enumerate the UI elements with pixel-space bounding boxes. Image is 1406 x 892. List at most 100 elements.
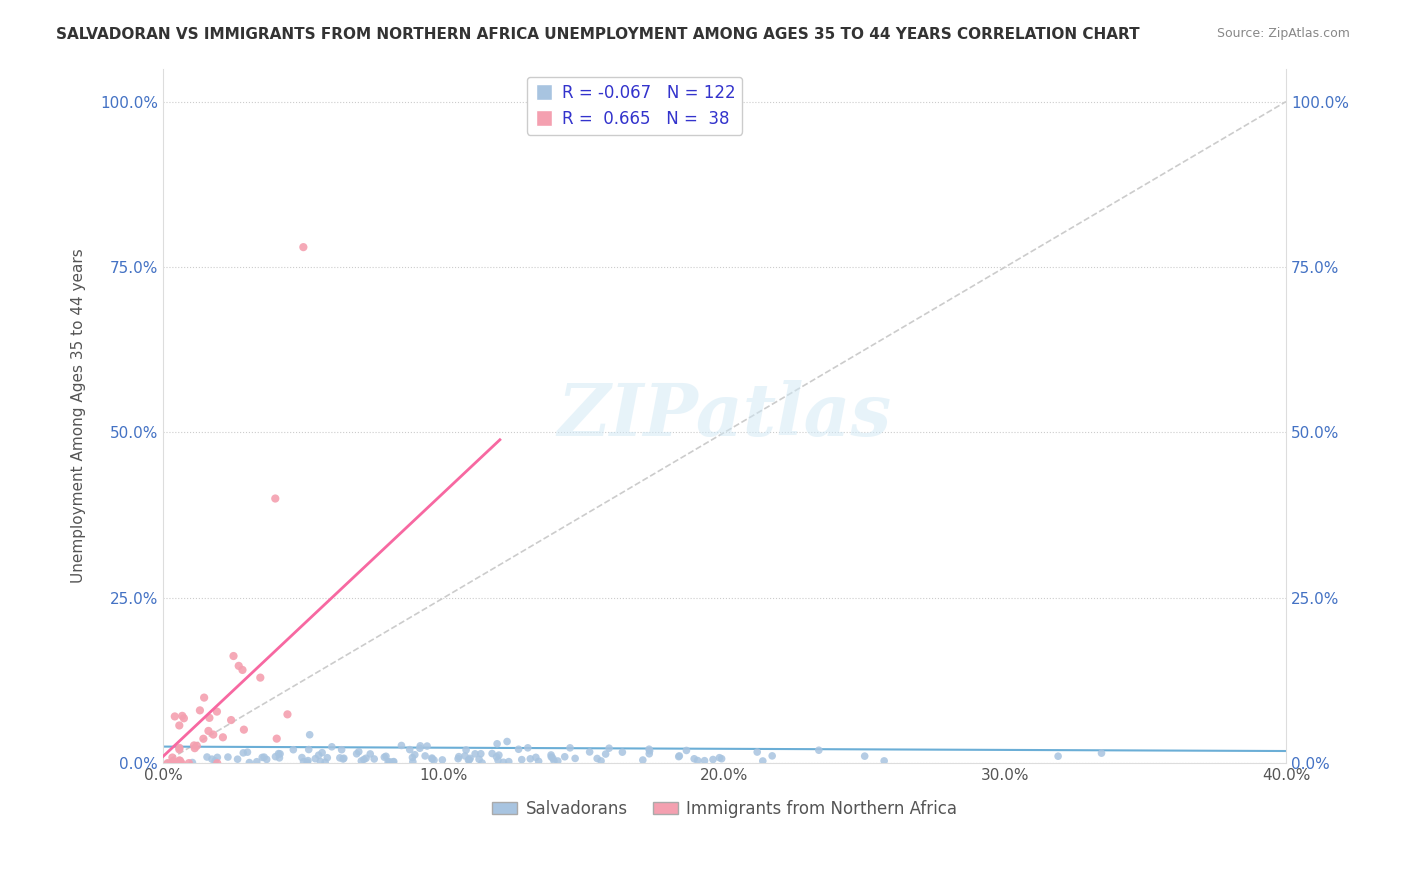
Salvadorans: [238, 756, 260, 770]
Salvadorans: [330, 743, 353, 757]
Salvadorans: [304, 752, 326, 766]
Salvadorans: [298, 742, 321, 756]
Salvadorans: [409, 739, 432, 753]
Salvadorans: [702, 752, 724, 766]
Immigrants from Northern Africa: [183, 739, 205, 753]
Immigrants from Northern Africa: [198, 711, 221, 725]
Salvadorans: [354, 751, 377, 765]
Salvadorans: [298, 728, 321, 742]
Immigrants from Northern Africa: [276, 707, 298, 722]
Legend: Salvadorans, Immigrants from Northern Africa: Salvadorans, Immigrants from Northern Af…: [485, 793, 963, 824]
Immigrants from Northern Africa: [292, 240, 315, 254]
Salvadorans: [420, 751, 443, 765]
Salvadorans: [485, 749, 508, 764]
Salvadorans: [321, 739, 343, 754]
Salvadorans: [498, 755, 520, 769]
Immigrants from Northern Africa: [169, 740, 191, 755]
Salvadorans: [353, 752, 375, 766]
Salvadorans: [447, 752, 470, 766]
Salvadorans: [347, 745, 370, 759]
Salvadorans: [283, 742, 305, 756]
Salvadorans: [292, 755, 315, 769]
Immigrants from Northern Africa: [232, 723, 254, 737]
Salvadorans: [377, 755, 399, 769]
Salvadorans: [524, 750, 547, 764]
Salvadorans: [492, 756, 515, 770]
Salvadorans: [382, 755, 405, 769]
Immigrants from Northern Africa: [177, 756, 200, 771]
Salvadorans: [595, 747, 617, 761]
Immigrants from Northern Africa: [205, 705, 228, 719]
Salvadorans: [631, 753, 654, 767]
Immigrants from Northern Africa: [173, 711, 195, 725]
Salvadorans: [516, 740, 538, 755]
Salvadorans: [540, 750, 562, 764]
Salvadorans: [204, 754, 226, 768]
Salvadorans: [612, 745, 634, 759]
Salvadorans: [638, 742, 661, 756]
Immigrants from Northern Africa: [162, 756, 184, 771]
Text: ZIPatlas: ZIPatlas: [557, 380, 891, 451]
Immigrants from Northern Africa: [170, 756, 193, 771]
Immigrants from Northern Africa: [202, 727, 225, 741]
Salvadorans: [668, 749, 690, 764]
Salvadorans: [527, 755, 550, 769]
Salvadorans: [458, 751, 481, 765]
Immigrants from Northern Africa: [162, 750, 184, 764]
Salvadorans: [297, 754, 319, 768]
Salvadorans: [409, 741, 432, 756]
Salvadorans: [447, 749, 470, 764]
Salvadorans: [468, 752, 491, 766]
Salvadorans: [709, 750, 731, 764]
Salvadorans: [246, 755, 269, 769]
Salvadorans: [363, 752, 385, 766]
Salvadorans: [598, 741, 620, 756]
Immigrants from Northern Africa: [193, 690, 215, 705]
Immigrants from Northern Africa: [169, 754, 191, 768]
Salvadorans: [402, 755, 425, 769]
Salvadorans: [250, 750, 273, 764]
Salvadorans: [638, 747, 661, 761]
Salvadorans: [332, 752, 354, 766]
Immigrants from Northern Africa: [184, 741, 207, 756]
Salvadorans: [683, 752, 706, 766]
Salvadorans: [488, 748, 510, 763]
Salvadorans: [253, 750, 276, 764]
Salvadorans: [195, 750, 218, 764]
Salvadorans: [401, 750, 423, 764]
Salvadorans: [454, 748, 477, 763]
Immigrants from Northern Africa: [172, 709, 194, 723]
Salvadorans: [269, 751, 291, 765]
Salvadorans: [333, 751, 356, 765]
Salvadorans: [267, 747, 290, 761]
Salvadorans: [554, 749, 576, 764]
Immigrants from Northern Africa: [193, 731, 215, 746]
Y-axis label: Unemployment Among Ages 35 to 44 years: Unemployment Among Ages 35 to 44 years: [72, 249, 86, 583]
Salvadorans: [314, 755, 336, 769]
Salvadorans: [519, 752, 541, 766]
Immigrants from Northern Africa: [186, 739, 208, 753]
Salvadorans: [359, 747, 381, 761]
Salvadorans: [423, 753, 446, 767]
Salvadorans: [481, 747, 503, 761]
Salvadorans: [638, 744, 661, 758]
Salvadorans: [761, 748, 783, 763]
Salvadorans: [853, 749, 876, 764]
Salvadorans: [382, 755, 405, 769]
Salvadorans: [346, 747, 368, 761]
Salvadorans: [420, 752, 443, 766]
Salvadorans: [458, 753, 481, 767]
Salvadorans: [486, 737, 509, 751]
Salvadorans: [464, 747, 486, 761]
Immigrants from Northern Africa: [219, 713, 242, 727]
Salvadorans: [309, 755, 332, 769]
Salvadorans: [329, 751, 352, 765]
Salvadorans: [564, 751, 586, 765]
Immigrants from Northern Africa: [264, 491, 287, 506]
Salvadorans: [1090, 746, 1112, 760]
Salvadorans: [540, 747, 562, 762]
Immigrants from Northern Africa: [188, 703, 211, 717]
Salvadorans: [486, 753, 509, 767]
Salvadorans: [543, 754, 565, 768]
Salvadorans: [686, 754, 709, 768]
